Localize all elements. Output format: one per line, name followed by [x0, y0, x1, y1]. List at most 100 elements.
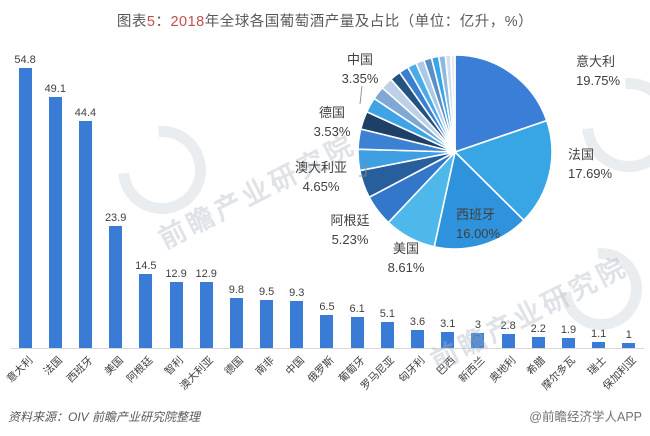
title-part: 2018: [170, 14, 205, 30]
bar: [139, 273, 153, 348]
x-axis-label: 意大利: [4, 354, 35, 386]
pie-label-value: 4.65%: [302, 178, 340, 194]
title-part: 5: [146, 14, 156, 30]
x-axis-label: 阿根廷: [124, 354, 156, 386]
bar-column: 9.3: [282, 287, 312, 348]
credit-label: @前瞻经济学人APP: [529, 410, 642, 424]
bar: [501, 333, 515, 348]
source-note: 资料来源：OIV 前瞻产业研究院整理: [8, 410, 201, 424]
bar-value-label: 5.1: [379, 307, 395, 320]
bar: [471, 332, 485, 348]
pie-label-name: 阿根廷: [330, 213, 370, 228]
bar-value-label: 3: [474, 318, 481, 331]
x-axis-label: 摩尔多瓦: [540, 354, 579, 393]
pie-label-name: 美国: [392, 241, 419, 256]
bar-value-label: 1.1: [591, 328, 607, 341]
bar-column: 6.5: [312, 301, 342, 348]
bar-chart: 54.8 49.1 44.4 23.9 14.5 12.9 12.9 9.8 9.5 9.3 6.5…: [4, 52, 644, 407]
bar-column: 3.6: [402, 316, 432, 348]
pie-label-name: 法国: [568, 147, 595, 162]
bar-value-label: 44.4: [74, 107, 97, 120]
bar-xlabels: 意大利 法国 西班牙 美国 阿根廷 智利 澳大利亚 德国 南非 中国 俄罗斯 葡萄牙 罗马尼亚 匈牙利 巴西…: [4, 349, 644, 407]
bar-column: 23.9: [101, 212, 131, 348]
bar: [622, 342, 636, 348]
x-axis-label: 德国: [222, 354, 247, 378]
pie-label-美国: 美国 8.61%: [376, 240, 436, 278]
bar-value-label: 2.8: [500, 319, 516, 332]
x-axis-label: 澳大利亚: [177, 354, 217, 393]
pie-slice: [449, 54, 456, 153]
bar-column: 3.1: [433, 318, 463, 348]
bar-column: 44.4: [70, 107, 100, 348]
bar-column: 1.9: [553, 324, 583, 348]
title-part: 年全球各国葡萄酒产量及占比（单位：亿升，%）: [204, 14, 534, 30]
bar: [290, 300, 304, 348]
bar: [531, 336, 545, 348]
bar-column: 14.5: [131, 260, 161, 348]
bar: [229, 297, 243, 348]
bar-column: 1.1: [584, 328, 614, 348]
pie-label-name: 中国: [346, 52, 373, 67]
bar-value-label: 2.2: [530, 322, 546, 335]
bar-column: 9.5: [252, 285, 282, 348]
bar: [78, 121, 92, 348]
bar-value-label: 9.8: [228, 283, 245, 296]
bar-value-label: 12.9: [195, 268, 217, 281]
bar: [320, 314, 334, 348]
bar-value-label: 9.5: [258, 285, 275, 298]
pie-label-德国: 德国 3.53%: [304, 104, 360, 142]
bar-value-label: 1: [625, 328, 632, 341]
bar-columns: 54.8 49.1 44.4 23.9 14.5 12.9 12.9 9.8 9.5 9.3 6.5…: [10, 52, 644, 349]
bar: [592, 342, 606, 348]
bar-column: 2.8: [493, 320, 523, 348]
pie-label-name: 意大利: [576, 54, 616, 69]
x-axis-label: 保加利亚: [600, 354, 639, 393]
bar-value-label: 3.1: [440, 318, 456, 331]
pie-label-意大利: 意大利 19.75%: [576, 53, 650, 91]
bar: [109, 225, 123, 348]
bar: [169, 282, 183, 348]
pie-svg: [357, 54, 553, 250]
x-axis-label: 奥地利: [487, 354, 518, 386]
bar-column: 1: [614, 329, 644, 348]
pie-slice-西班牙: [433, 150, 525, 250]
pie-label-value: 19.75%: [576, 72, 621, 88]
bar: [260, 299, 274, 348]
bar: [48, 97, 62, 348]
bar-column: 3: [463, 319, 493, 348]
bar-value-label: 6.1: [349, 302, 365, 315]
bar-column: 5.1: [372, 308, 402, 348]
bar-column: 12.9: [161, 268, 191, 348]
pie-label-value: 17.69%: [568, 165, 613, 181]
pie-label-法国: 法国 17.69%: [568, 146, 650, 184]
pie-label-name: 德国: [318, 105, 345, 120]
pie-label-value: 16.00%: [456, 225, 501, 241]
pie-leader-line: [359, 85, 363, 105]
pie-chart: 意大利 19.75% 法国 17.69% 西班牙 16.00% 美国 8.61% 阿根廷 5.23…: [280, 40, 650, 292]
bar-value-label: 6.5: [319, 300, 335, 313]
bar-value-label: 23.9: [104, 211, 127, 224]
chart-title: 图表5：2018年全球各国葡萄酒产量及占比（单位：亿升，%）: [0, 10, 650, 31]
pie-label-西班牙: 西班牙 16.00%: [456, 206, 528, 244]
pie-label-value: 3.35%: [341, 70, 379, 86]
pie-label-name: 西班牙: [456, 207, 496, 222]
bar-column: 2.2: [523, 323, 553, 348]
bar: [411, 329, 425, 348]
pie-label-value: 8.61%: [387, 259, 425, 275]
bar-column: 49.1: [40, 83, 70, 348]
bar-value-label: 12.9: [165, 268, 187, 281]
x-axis-label: 南非: [253, 354, 277, 378]
bar-value-label: 3.6: [409, 315, 426, 328]
bar-value-label: 1.9: [560, 324, 577, 337]
bar-column: 54.8: [10, 54, 40, 348]
bar: [350, 316, 364, 348]
bar-column: 6.1: [342, 303, 372, 348]
bar-column: 9.8: [221, 284, 251, 348]
pie-label-阿根廷: 阿根廷 5.23%: [320, 212, 380, 250]
bar-value-label: 54.8: [14, 54, 36, 66]
bar-value-label: 49.1: [44, 83, 66, 96]
x-axis-label: 匈牙利: [396, 354, 428, 386]
bar-column: 12.9: [191, 268, 221, 348]
bar: [199, 282, 213, 348]
